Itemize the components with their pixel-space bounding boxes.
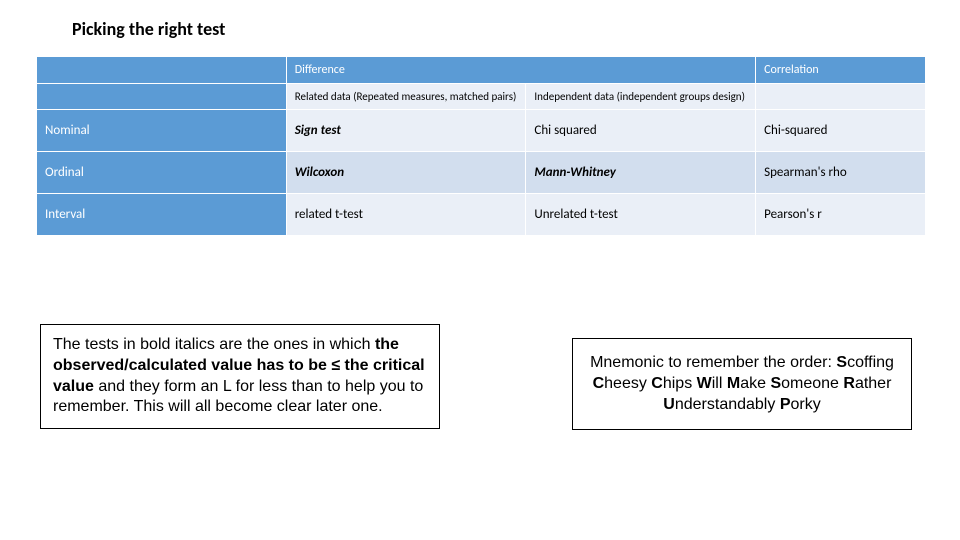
mn-b: R [843, 375, 855, 392]
cell: Chi squared [526, 110, 756, 152]
mn-b: S [770, 375, 781, 392]
mn-b: M [727, 375, 740, 392]
row-label: Ordinal [37, 152, 287, 194]
subheader-row: Related data (Repeated measures, matched… [37, 84, 926, 110]
subheader-blank [37, 84, 287, 110]
note-left-pre: The tests in bold italics are the ones i… [53, 336, 375, 353]
row-label: Interval [37, 194, 287, 236]
note-left: The tests in bold italics are the ones i… [40, 324, 440, 429]
subheader-independent: Independent data (independent groups des… [526, 84, 756, 110]
mn-r: ill [712, 375, 727, 392]
mn-r: ather [855, 375, 891, 392]
header-row: Difference Correlation [37, 57, 926, 84]
mn-r: omeone [781, 375, 843, 392]
cell: Unrelated t-test [526, 194, 756, 236]
cell: Chi-squared [756, 110, 926, 152]
header-correlation: Correlation [756, 57, 926, 84]
mn-b: U [663, 396, 675, 413]
cell: Wilcoxon [286, 152, 526, 194]
mn-b: W [697, 375, 712, 392]
mn-b: C [651, 375, 663, 392]
mn-r: ake [740, 375, 770, 392]
mn-b: P [780, 396, 791, 413]
note-left-post: and they form an L for less than to help… [53, 378, 423, 416]
mn-r: nderstandably [675, 396, 780, 413]
tests-table: Difference Correlation Related data (Rep… [36, 56, 926, 236]
cell: Sign test [286, 110, 526, 152]
header-blank [37, 57, 287, 84]
cell: Pearson's r [756, 194, 926, 236]
subheader-corr-blank [756, 84, 926, 110]
table-row: Ordinal Wilcoxon Mann-Whitney Spearman's… [37, 152, 926, 194]
mn-r: hips [663, 375, 697, 392]
subheader-related: Related data (Repeated measures, matched… [286, 84, 526, 110]
mnemonic-lead: Mnemonic to remember the order: [590, 354, 836, 371]
header-difference: Difference [286, 57, 755, 84]
cell: Mann-Whitney [526, 152, 756, 194]
mn-r: coffing [847, 354, 894, 371]
page-title: Picking the right test [72, 18, 225, 40]
cell: related t-test [286, 194, 526, 236]
table-row: Interval related t-test Unrelated t-test… [37, 194, 926, 236]
table-row: Nominal Sign test Chi squared Chi-square… [37, 110, 926, 152]
mn-b: C [593, 375, 605, 392]
cell: Spearman's rho [756, 152, 926, 194]
mn-r: heesy [604, 375, 651, 392]
mn-b: S [836, 354, 847, 371]
row-label: Nominal [37, 110, 287, 152]
mn-r: orky [790, 396, 820, 413]
note-right: Mnemonic to remember the order: Scoffing… [572, 338, 912, 430]
